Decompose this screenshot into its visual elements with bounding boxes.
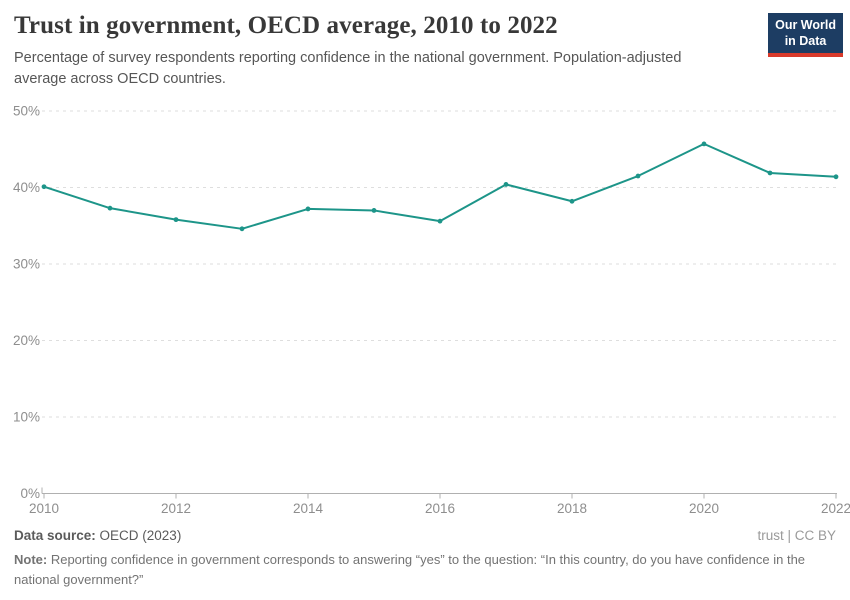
data-point[interactable]	[173, 217, 179, 223]
x-tick-label: 2022	[821, 501, 850, 516]
owid-logo[interactable]: Our World in Data	[768, 13, 843, 58]
y-tick-label: 40%	[13, 180, 40, 195]
data-point[interactable]	[767, 170, 773, 176]
data-point[interactable]	[635, 173, 641, 179]
y-tick-label: 10%	[13, 410, 40, 425]
x-tick-label: 2014	[293, 501, 324, 516]
data-point[interactable]	[503, 182, 509, 187]
chart-note: Note: Reporting confidence in government…	[14, 550, 806, 589]
y-tick-label: 50%	[13, 104, 40, 119]
data-point[interactable]	[833, 174, 839, 180]
chart-footer: Data source: OECD (2023) trust | CC BY N…	[14, 528, 836, 589]
x-tick-label: 2012	[161, 501, 191, 516]
data-point[interactable]	[701, 141, 707, 147]
data-point[interactable]	[437, 218, 443, 224]
data-line	[43, 142, 837, 230]
owid-logo-text-line1: Our World	[775, 18, 836, 32]
data-point[interactable]	[107, 205, 113, 211]
owid-logo-text-line2: in Data	[784, 33, 827, 48]
data-source-value: OECD (2023)	[95, 528, 182, 543]
chart-subtitle: Percentage of survey respondents reporti…	[14, 50, 682, 87]
data-point[interactable]	[41, 184, 47, 190]
data-point[interactable]	[371, 208, 377, 213]
note-text: Reporting confidence in government corre…	[14, 552, 806, 587]
license-attribution[interactable]: trust | CC BY	[757, 528, 836, 543]
x-tick-label: 2016	[425, 501, 455, 516]
y-tick-label: 20%	[13, 333, 40, 348]
y-tick-label: 0%	[20, 486, 40, 501]
data-source-label: Data source:	[14, 528, 96, 543]
page-title: Trust in government, OECD average, 2010 …	[14, 12, 558, 39]
data-point[interactable]	[305, 206, 311, 212]
x-tick-label: 2018	[557, 501, 587, 516]
chart-area[interactable]: 0% 10% 20% 30% 40% 50% 2010 2012 2014 2016 2018 202…	[0, 100, 850, 520]
y-tick-label: 30%	[13, 257, 40, 272]
x-tick-label: 2010	[29, 501, 59, 516]
chart-header: Trust in government, OECD average, 2010 …	[14, 12, 764, 89]
x-tick-label: 2020	[689, 501, 719, 516]
data-point[interactable]	[569, 198, 575, 204]
data-source: Data source: OECD (2023)	[14, 528, 181, 543]
note-label: Note:	[14, 552, 48, 567]
data-point[interactable]	[239, 226, 245, 232]
